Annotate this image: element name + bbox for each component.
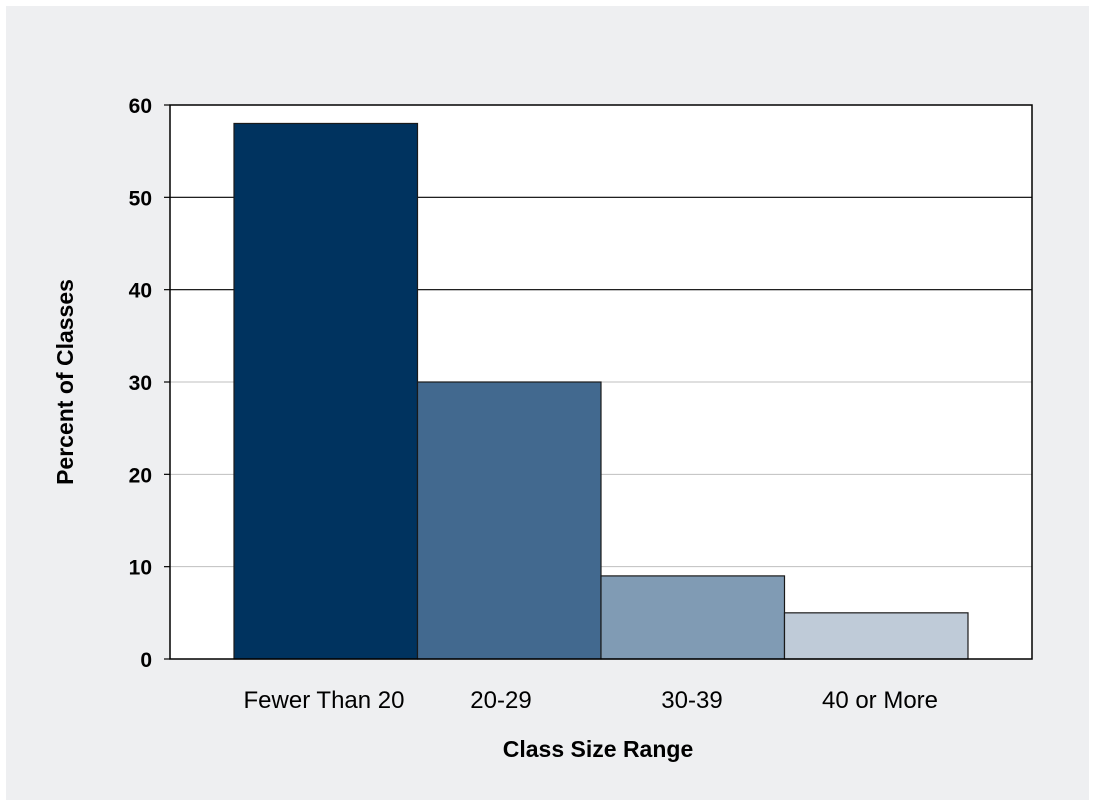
x-axis-title: Class Size Range bbox=[503, 736, 693, 762]
bar bbox=[416, 381, 602, 660]
y-tick-label: 50 bbox=[129, 187, 152, 210]
bar bbox=[783, 612, 969, 660]
y-tick-label: 10 bbox=[129, 557, 152, 580]
y-tick-label: 20 bbox=[129, 464, 152, 487]
x-tick-label: 30-39 bbox=[661, 687, 722, 714]
y-tick-label: 60 bbox=[129, 95, 152, 118]
x-tick-label: 20-29 bbox=[470, 687, 531, 714]
bar bbox=[233, 122, 419, 660]
bar bbox=[600, 575, 786, 660]
x-tick-label: Fewer Than 20 bbox=[244, 687, 405, 714]
y-tick-label: 40 bbox=[129, 280, 152, 303]
y-axis-ticks: 0 10 20 30 40 50 60 bbox=[129, 95, 170, 672]
x-tick-label: 40 or More bbox=[822, 687, 938, 714]
y-tick-label: 30 bbox=[129, 372, 152, 395]
bars bbox=[233, 122, 969, 660]
y-axis-title: Percent of Classes bbox=[52, 279, 78, 485]
y-tick-label: 0 bbox=[140, 649, 152, 672]
x-axis-labels: Fewer Than 20 20-29 30-39 40 or More bbox=[244, 687, 939, 714]
